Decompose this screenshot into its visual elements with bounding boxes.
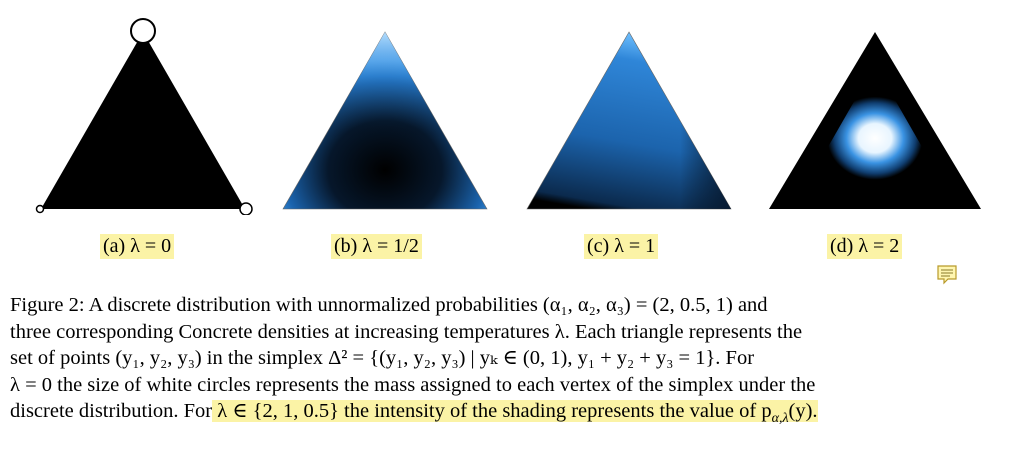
caption-line-1: Figure 2: A discrete distribution with u… bbox=[10, 294, 768, 316]
subcaption-b: (b) λ = 1/2 bbox=[331, 234, 422, 259]
panel-b bbox=[277, 15, 497, 215]
caption-line-3: set of points (y₁, y₂, y₃) in the simple… bbox=[10, 347, 755, 369]
caption-line-5-end: (y). bbox=[788, 400, 818, 422]
comment-note-icon[interactable] bbox=[936, 265, 958, 285]
simplex-triangle-a bbox=[41, 32, 245, 209]
panel-a bbox=[33, 15, 253, 215]
subcaption-a: (a) λ = 0 bbox=[100, 234, 175, 259]
subcaption-c: (c) λ = 1 bbox=[584, 234, 659, 259]
vertex-mass-circle-right bbox=[239, 202, 253, 215]
caption-line-5-start: discrete distribution. For bbox=[10, 400, 213, 422]
subcaption-d: (d) λ = 2 bbox=[827, 234, 903, 259]
caption-line-5: discrete distribution. For λ ∈ {2, 1, 0.… bbox=[10, 398, 1003, 433]
caption-highlight: λ ∈ {2, 1, 0.5} the intensity of the sha… bbox=[212, 400, 818, 426]
caption-subscript: α,λ bbox=[771, 411, 789, 427]
caption-line-4: λ = 0 the size of white circles represen… bbox=[10, 373, 816, 396]
vertex-mass-circle-left bbox=[35, 204, 45, 214]
panel-c bbox=[521, 15, 741, 215]
figure-caption: Figure 2: A discrete distribution with u… bbox=[10, 292, 1003, 433]
vertex-mass-circle-top bbox=[130, 18, 156, 44]
caption-line-5-highlight: λ ∈ {2, 1, 0.5} the intensity of the sha… bbox=[212, 400, 772, 422]
panel-d bbox=[765, 15, 985, 215]
caption-line-2: three corresponding Concrete densities a… bbox=[10, 320, 803, 343]
